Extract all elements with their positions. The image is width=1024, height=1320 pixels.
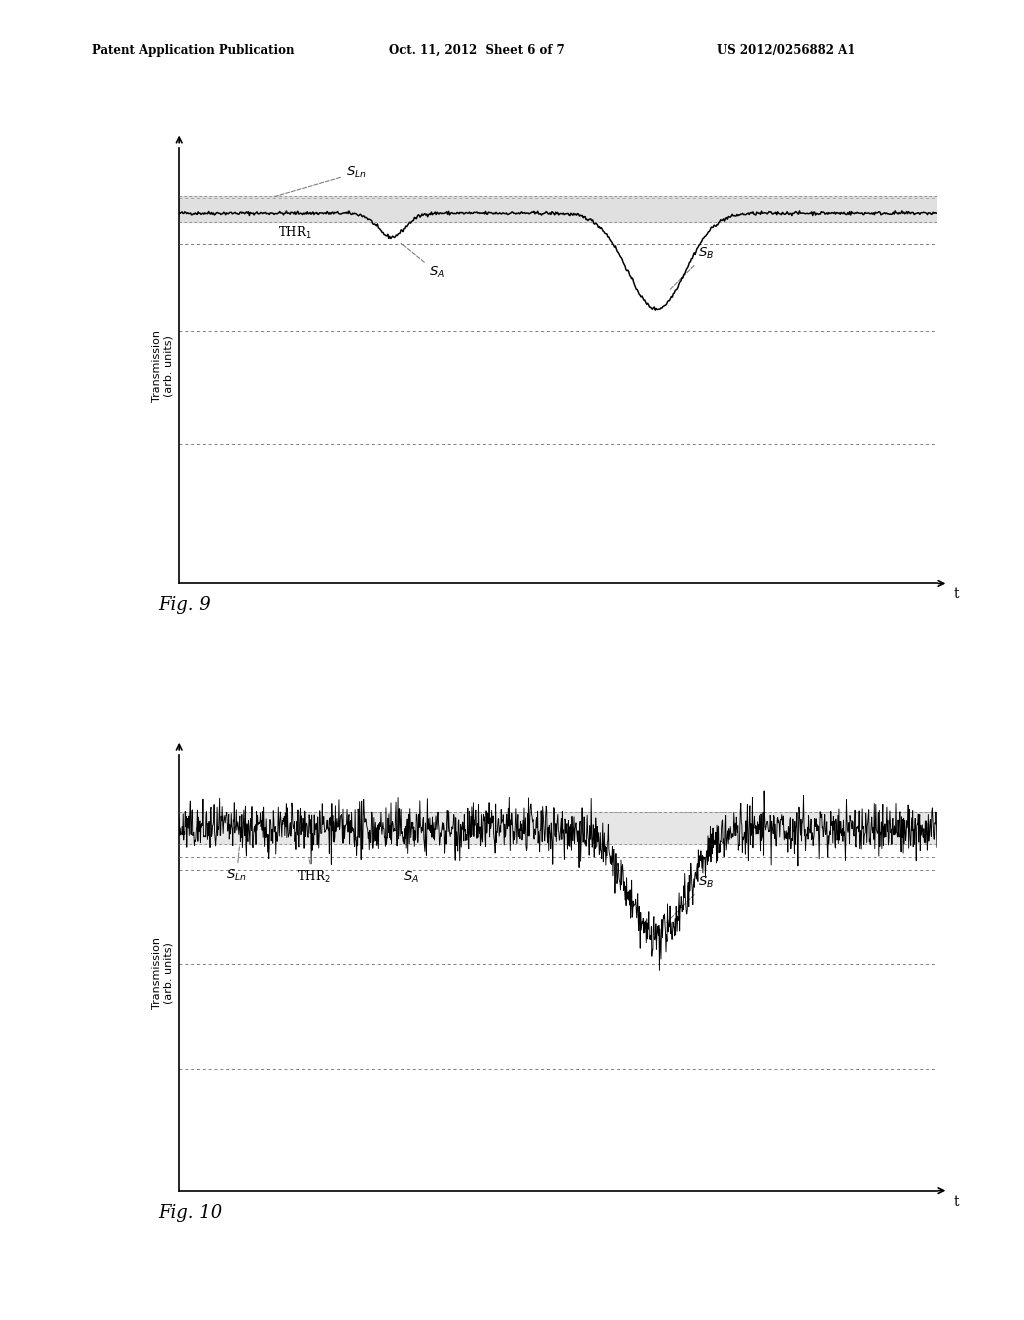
Text: t: t: [953, 1195, 959, 1209]
Text: $S_{Ln}$: $S_{Ln}$: [226, 845, 247, 883]
Text: t: t: [953, 587, 959, 602]
Text: Fig. 10: Fig. 10: [159, 1204, 223, 1222]
Text: Oct. 11, 2012  Sheet 6 of 7: Oct. 11, 2012 Sheet 6 of 7: [389, 44, 565, 57]
Text: $S_A$: $S_A$: [401, 243, 445, 280]
Text: $S_B$: $S_B$: [670, 246, 715, 289]
Y-axis label: Transmission
(arb. units): Transmission (arb. units): [152, 937, 174, 1008]
Text: $S_{Ln}$: $S_{Ln}$: [272, 165, 367, 197]
Text: THR$_2$: THR$_2$: [297, 858, 330, 886]
Text: US 2012/0256882 A1: US 2012/0256882 A1: [717, 44, 855, 57]
Text: Patent Application Publication: Patent Application Publication: [92, 44, 295, 57]
Y-axis label: Transmission
(arb. units): Transmission (arb. units): [152, 330, 174, 401]
Text: $S_A$: $S_A$: [402, 870, 419, 886]
Text: $S_B$: $S_B$: [667, 875, 715, 923]
Bar: [179, 812, 937, 845]
Bar: [179, 195, 937, 222]
Text: Fig. 9: Fig. 9: [159, 595, 212, 614]
Text: THR$_1$: THR$_1$: [278, 226, 311, 242]
